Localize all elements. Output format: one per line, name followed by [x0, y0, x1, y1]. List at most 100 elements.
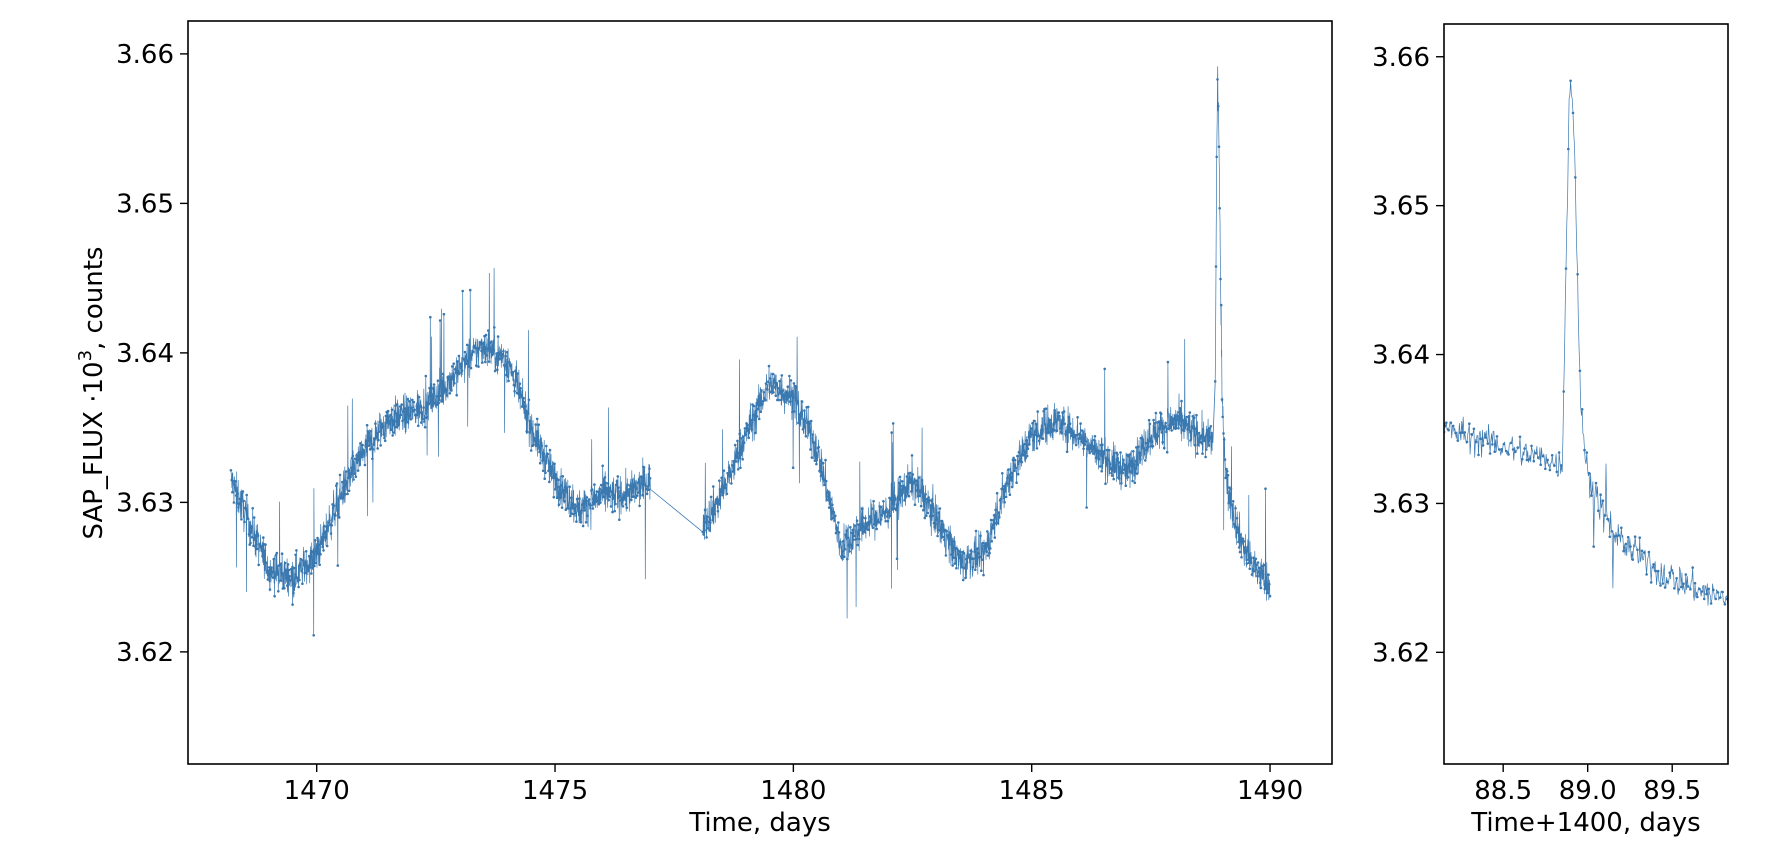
main-data-point — [439, 394, 443, 398]
main-data-point — [313, 539, 317, 542]
main-data-point — [848, 550, 851, 553]
main-data-point — [490, 353, 494, 357]
main-series-gap-line — [650, 488, 704, 533]
main-data-point — [933, 525, 936, 528]
inset-data-point — [1587, 471, 1591, 475]
main-data-point — [1224, 476, 1227, 480]
main-data-point — [1185, 415, 1188, 419]
main-data-point — [925, 514, 928, 517]
main-data-point — [358, 451, 361, 455]
main-data-point — [501, 353, 504, 356]
main-data-point — [712, 485, 715, 488]
main-data-point — [891, 422, 895, 425]
main-data-point — [557, 478, 560, 482]
main-data-point — [703, 508, 707, 512]
main-data-point — [263, 549, 267, 552]
main-data-point — [1231, 500, 1235, 503]
main-data-point — [614, 502, 617, 506]
main-data-point — [1245, 562, 1249, 565]
main-data-point — [1132, 463, 1136, 466]
main-series-markers — [1213, 78, 1272, 598]
main-data-point — [892, 503, 896, 506]
main-data-point — [1214, 265, 1218, 268]
main-data-point — [885, 510, 888, 514]
main-data-point — [349, 475, 352, 479]
main-data-point — [566, 504, 570, 507]
main-data-point — [458, 371, 462, 375]
main-data-point — [1078, 437, 1082, 440]
main-data-point — [231, 479, 235, 483]
main-data-point — [1068, 430, 1071, 434]
main-data-point — [1196, 443, 1200, 447]
main-data-point — [779, 391, 782, 395]
main-data-point — [646, 485, 650, 488]
main-data-point — [517, 391, 521, 395]
inset-data-point — [1550, 454, 1554, 457]
inset-data-point — [1606, 517, 1609, 521]
main-data-point — [560, 506, 564, 510]
main-data-point — [631, 490, 635, 494]
main-data-point — [253, 538, 257, 541]
main-data-point — [747, 436, 750, 440]
main-data-point — [1254, 557, 1258, 561]
main-data-point — [455, 393, 459, 397]
main-data-point — [415, 404, 419, 408]
inset-data-point — [1465, 440, 1469, 444]
main-data-point — [411, 398, 414, 402]
main-data-point — [562, 488, 565, 492]
main-data-point — [749, 418, 753, 422]
main-data-point — [512, 383, 516, 387]
main-data-point — [764, 398, 767, 402]
main-series — [229, 66, 1272, 637]
main-data-point — [905, 475, 909, 478]
main-data-point — [1018, 460, 1021, 463]
main-data-point — [701, 530, 705, 534]
main-data-point — [833, 519, 836, 522]
main-data-point — [448, 392, 452, 395]
main-data-point — [307, 564, 310, 568]
main-data-point — [773, 386, 777, 389]
main-data-point — [618, 495, 622, 498]
main-data-point — [1262, 563, 1266, 567]
inset-data-point — [1532, 459, 1536, 463]
main-data-point — [1019, 454, 1023, 458]
main-data-point — [810, 456, 814, 459]
inset-data-point — [1673, 587, 1676, 590]
main-data-point — [985, 550, 988, 553]
main-data-point — [1139, 436, 1143, 440]
main-data-point — [624, 491, 627, 494]
main-data-point — [487, 329, 490, 332]
main-data-point — [884, 519, 887, 523]
main-data-point — [613, 509, 616, 513]
inset-data-point — [1564, 267, 1568, 270]
main-data-point — [316, 536, 319, 540]
inset-data-point — [1523, 447, 1526, 450]
main-data-point — [625, 506, 629, 510]
main-data-point — [1219, 303, 1223, 307]
main-data-point — [1023, 442, 1027, 446]
main-data-point — [904, 486, 907, 490]
main-data-point — [1172, 417, 1176, 421]
main-data-point — [1028, 443, 1031, 446]
main-data-point — [1222, 432, 1225, 435]
main-data-point — [429, 315, 432, 319]
main-data-point — [447, 375, 450, 378]
main-data-point — [1237, 540, 1240, 544]
inset-data-point — [1675, 577, 1678, 580]
inset-data-point — [1544, 467, 1547, 471]
main-data-point — [1030, 427, 1033, 430]
main-data-point — [1026, 447, 1030, 451]
main-data-point — [778, 379, 781, 383]
main-data-point — [381, 424, 385, 428]
main-data-point — [739, 437, 743, 440]
main-data-point — [641, 494, 644, 497]
main-data-point — [1161, 441, 1164, 444]
main-data-point — [582, 506, 586, 510]
main-data-point — [578, 518, 582, 521]
main-data-point — [721, 493, 724, 497]
main-data-point — [559, 496, 562, 499]
main-data-point — [422, 406, 425, 409]
main-data-point — [340, 493, 343, 496]
main-data-point — [274, 575, 277, 578]
inset-data-point — [1445, 421, 1448, 425]
